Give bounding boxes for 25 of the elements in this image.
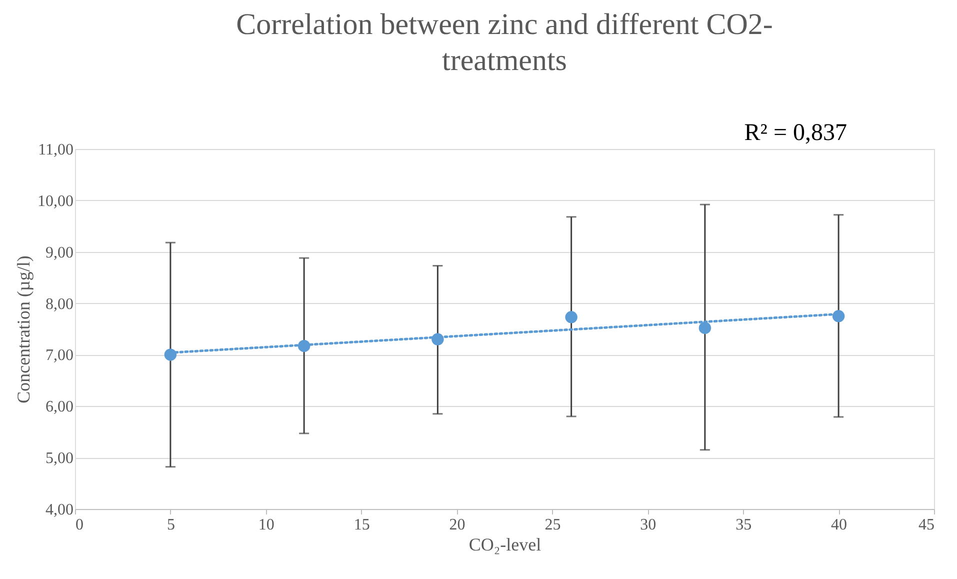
chart-title: Correlation between zinc and different CO2-treatments	[236, 8, 773, 77]
x-tick-label: 45	[918, 516, 934, 534]
y-tick-label: 6,00	[46, 398, 74, 416]
x-tick-label: 20	[449, 516, 466, 534]
y-tick-label: 7,00	[46, 347, 74, 364]
x-tick-label: 35	[736, 516, 752, 534]
y-tick-label: 10,00	[38, 192, 74, 210]
x-tick-label: 30	[640, 516, 656, 534]
text: R² = 0,837	[744, 120, 847, 146]
y-axis-title: Concentration (µg/l)	[14, 256, 34, 404]
y-tick-label: 4,00	[46, 502, 74, 518]
point	[698, 322, 712, 334]
x-axis-title: CO₂-level	[468, 534, 542, 554]
y-tick-label: 9,00	[46, 244, 74, 262]
x-tick-label: 40	[831, 516, 848, 534]
y-tick-label: 11,00	[38, 142, 74, 158]
x-tick-label: 0	[76, 516, 84, 534]
y-tick-label: 5,00	[46, 450, 74, 468]
point	[832, 310, 845, 322]
point	[565, 311, 578, 324]
x-tick-label: 25	[544, 516, 561, 534]
x-tick-label: 5	[166, 516, 175, 534]
x-tick-label: 15	[354, 516, 370, 534]
y-tick-label: 8,00	[46, 296, 74, 313]
x-tick-label: 10	[258, 516, 274, 534]
